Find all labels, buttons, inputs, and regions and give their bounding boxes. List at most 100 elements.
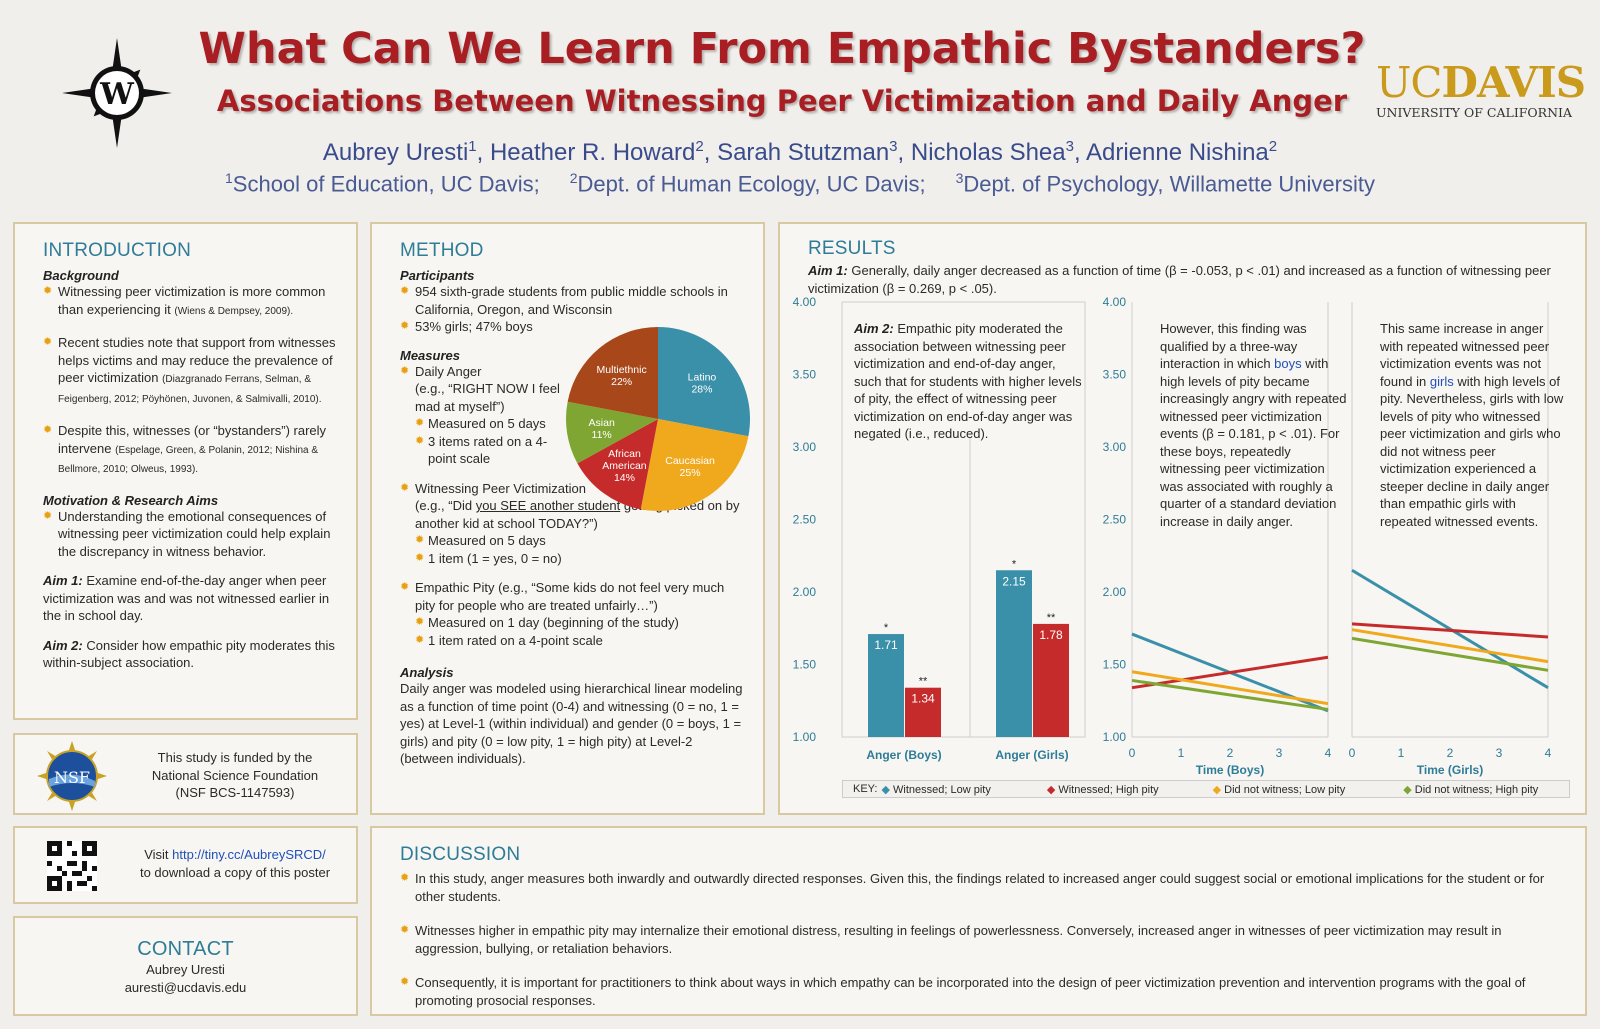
author-sup: 3 [1065, 138, 1074, 155]
method-subbullet: 1 item (1 = yes, 0 = no) [415, 550, 743, 568]
pie-slice-pct: 22% [611, 376, 632, 388]
intro-bullet: Understanding the emotional consequences… [43, 508, 338, 561]
pie-slice-pct: 25% [680, 467, 701, 479]
author-sup: 3 [889, 138, 898, 155]
download-prefix: Visit [144, 847, 173, 862]
x-tick-label: 1 [1398, 746, 1405, 760]
key-item-label: Witnessed; Low pity [893, 783, 991, 796]
measures-label: Measures [400, 347, 460, 363]
y-tick-label: 4.00 [793, 295, 817, 309]
y-tick-label: 4.00 [1103, 295, 1127, 309]
y-tick-label: 3.50 [793, 368, 817, 382]
pie-slice-label: Asian [589, 417, 615, 429]
method-bullet: 53% girls; 47% boys [400, 318, 743, 336]
key-item-label: Witnessed; High pity [1058, 783, 1159, 796]
y-tick-label: 3.50 [1103, 368, 1127, 382]
aim1-paragraph: Aim 1: Examine end-of-the-day anger when… [43, 572, 338, 625]
x-tick-label: 1 [1178, 746, 1185, 760]
m2-example-underline: you SEE another student [475, 498, 621, 513]
affiliation-sup: 3 [955, 170, 964, 186]
bar-value-label: 1.78 [1039, 628, 1063, 642]
logo-uc: UC [1376, 58, 1443, 107]
girls-note: This same increase in anger with repeate… [1380, 320, 1568, 530]
y-tick-label: 2.00 [793, 585, 817, 599]
aim2-result-body: Empathic pity moderated the association … [854, 321, 1082, 441]
y-tick-label: 1.00 [1103, 730, 1127, 744]
key-item: ◆ Did not witness; High pity [1403, 783, 1538, 796]
analysis-label: Analysis [400, 665, 454, 680]
x-tick-label: 0 [1349, 746, 1356, 760]
bar [905, 687, 941, 737]
intro-b3-text: Despite this, witnesses (or “bystanders”… [58, 423, 327, 456]
funding-text: This study is funded by the National Sci… [120, 749, 350, 802]
download-link[interactable]: http://tiny.cc/AubreySRCD/ [172, 847, 326, 862]
boys-note-a: However, this finding was qualified by a… [1160, 321, 1307, 371]
pie-slice [577, 419, 658, 510]
method-subbullet: 3 items rated on a 4-point scale [415, 433, 568, 468]
x-axis-title: Time (Girls) [1417, 763, 1483, 777]
author-name: Adrienne Nishina [1085, 139, 1269, 166]
y-tick-label: 3.00 [793, 440, 817, 454]
intro-b1-citation: (Wiens & Dempsey, 2009). [174, 305, 294, 317]
y-tick-label: 1.50 [1103, 658, 1127, 672]
contact-email[interactable]: auresti@ucdavis.edu [124, 979, 247, 995]
key-item-label: Did not witness; High pity [1414, 783, 1539, 796]
results-aim1-label: Aim 1: [808, 263, 848, 278]
introduction-heading: INTRODUCTION [43, 240, 192, 261]
x-category-label: Anger (Girls) [995, 748, 1068, 762]
affiliation-list: 1School of Education, UC Davis; 2Dept. of… [0, 170, 1600, 197]
y-tick-label: 3.00 [1103, 440, 1127, 454]
method-bullet: Daily Anger (e.g., “RIGHT NOW I feel mad … [400, 363, 568, 468]
discussion-panel: DISCUSSION In this study, anger measures… [370, 826, 1587, 1016]
pie-slice-pct: 11% [592, 429, 612, 441]
results-aim1-text: Generally, daily anger decreased as a fu… [808, 263, 1551, 296]
discussion-bullet: Witnesses higher in empathic pity may in… [400, 922, 1555, 957]
download-text: Visit http://tiny.cc/AubreySRCD/ to down… [117, 846, 353, 881]
author-sup: 1 [468, 138, 477, 155]
bar-value-label: 1.34 [911, 692, 935, 706]
bar [868, 634, 904, 737]
key-item: ◆ Did not witness; Low pity [1213, 783, 1346, 796]
bar-value-label: 1.71 [874, 638, 898, 652]
author-name: Nicholas Shea [910, 139, 1066, 166]
series-line [1131, 678, 1329, 711]
motivation-label: Motivation & Research Aims [43, 492, 219, 508]
pie-slice-label: Latino [688, 372, 717, 384]
results-panel: RESULTS Aim 1: Generally, daily anger de… [778, 222, 1587, 815]
series-line [1351, 628, 1549, 664]
intro-b2-citation: (Diazgranado Ferrans, Selman, & Feigenbe… [58, 374, 322, 405]
funding-line2: National Science Foundation [151, 767, 319, 783]
series-line [1131, 655, 1329, 690]
funding-panel: NSF This study is funded by the National… [13, 733, 358, 815]
girls-highlight: girls [1429, 373, 1454, 389]
discussion-bullet: In this study, anger measures both inwar… [400, 870, 1555, 905]
pie-slice [566, 401, 658, 464]
method-subbullet: Measured on 1 day (beginning of the stud… [415, 614, 743, 632]
affiliation-sup: 2 [569, 170, 578, 186]
x-tick-label: 3 [1496, 746, 1503, 760]
key-item: ◆ Witnessed; High pity [1047, 783, 1159, 796]
series-line [1131, 670, 1329, 706]
aim2-label: Aim 2: [43, 637, 83, 653]
m1-example: (e.g., “RIGHT NOW I feel mad at myself”) [415, 381, 560, 414]
m1-label: Daily Anger [415, 363, 482, 379]
intro-b1-text: Witnessing peer victimization is more co… [58, 284, 326, 317]
ucdavis-logo: UCDAVIS UNIVERSITY OF CALIFORNIA [1376, 62, 1586, 121]
contact-panel: CONTACT Aubrey Uresti auresti@ucdavis.ed… [13, 916, 358, 1016]
pie-slice [658, 327, 750, 437]
method-panel: METHOD Participants 954 sixth-grade stud… [370, 222, 765, 815]
diamond-icon: ◆ [1212, 783, 1222, 796]
affiliation-sup: 1 [224, 170, 233, 186]
affiliation-text: Dept. of Psychology, Willamette Universi… [963, 171, 1375, 197]
bar-significance: * [884, 622, 889, 634]
aim2-result-text: Aim 2: Empathic pity moderated the assoc… [854, 320, 1086, 443]
qr-code-icon[interactable] [47, 841, 97, 891]
bar-significance: ** [1047, 612, 1056, 624]
author-name: Heather R. Howard [489, 139, 696, 166]
author-sup: 2 [695, 138, 704, 155]
m3-label: Empathic Pity (e.g., “Some kids do not f… [415, 580, 725, 613]
method-subbullet: 1 item rated on a 4-point scale [415, 632, 743, 650]
author-sup: 2 [1268, 138, 1278, 155]
affiliation-text: Dept. of Human Ecology, UC Davis; [577, 171, 926, 197]
